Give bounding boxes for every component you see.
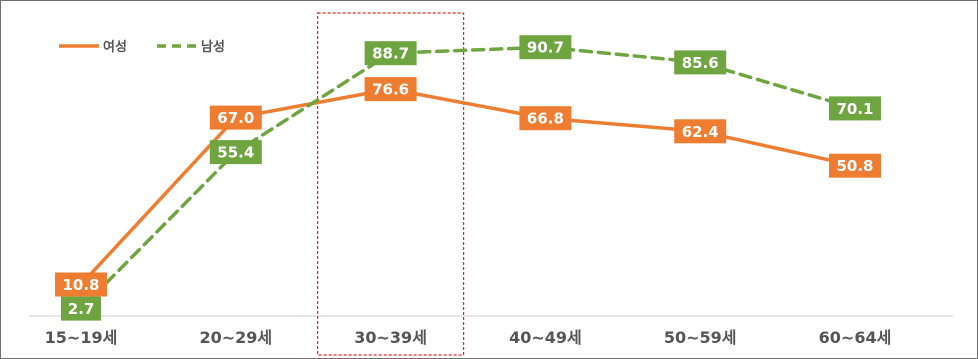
data-label-box [519,106,572,131]
data-label-box [364,77,417,102]
data-label: 76.6 [364,77,417,102]
data-label-box [61,296,101,321]
data-label-value: 10.8 [62,276,99,294]
data-label-box [674,119,727,144]
data-label-box [519,35,572,60]
series-line-2 [79,45,857,311]
data-label-value: 55.4 [217,144,254,162]
data-label: 2.7 [61,296,101,321]
data-label: 85.6 [674,50,727,75]
legend-label: 여성 [103,39,127,55]
data-label-box [364,41,417,66]
data-label-value: 66.8 [527,110,564,128]
data-label: 10.8 [55,272,107,297]
data-label: 88.7 [364,41,417,66]
x-tick-label: 60~64세 [819,328,892,347]
x-tick-label: 40~49세 [509,328,582,347]
x-tick-label: 50~59세 [664,328,737,347]
data-label-value: 88.7 [372,45,409,63]
data-label-box [209,140,262,165]
highlight-box [317,12,465,356]
x-tick-label: 15~19세 [45,328,118,347]
data-label-value: 2.7 [68,300,95,318]
data-label-value: 50.8 [836,157,873,175]
data-label: 55.4 [209,140,262,165]
x-tick-label: 30~39세 [354,328,427,347]
data-label-box [209,105,262,130]
data-label-value: 90.7 [527,39,564,57]
data-label-box [829,153,881,178]
legend-label: 남성 [201,39,225,55]
legend-entry-2: 남성 [157,39,225,55]
data-label: 90.7 [519,35,572,60]
data-label-value: 70.1 [836,100,873,118]
data-label-value: 62.4 [682,123,719,141]
x-tick-label: 20~29세 [199,328,272,347]
data-label-value: 76.6 [372,81,409,99]
data-label-value: 85.6 [682,54,719,72]
data-label: 66.8 [519,106,572,131]
data-label: 67.0 [209,105,262,130]
data-label-value: 67.0 [217,109,254,127]
data-label-box [674,50,727,75]
legend-entry-1: 여성 [59,39,127,55]
data-label: 62.4 [674,119,727,144]
data-label-box [829,96,881,121]
data-label: 70.1 [829,96,881,121]
series-line-1 [79,87,857,287]
data-label-box [55,272,107,297]
data-label: 50.8 [829,153,881,178]
